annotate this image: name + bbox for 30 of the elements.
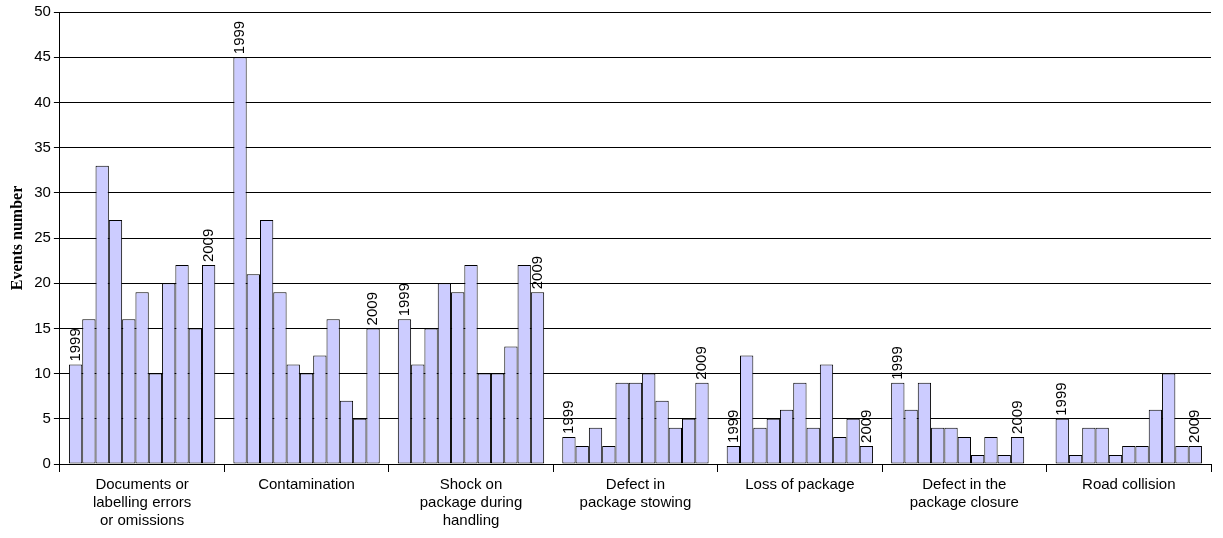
x-tick-label: Loss of package — [745, 475, 855, 493]
y-tick-label: 30 — [34, 182, 51, 200]
y-tick-label: 15 — [34, 318, 51, 336]
y-tick-label: 50 — [34, 2, 51, 20]
y-tick-label: 25 — [34, 228, 51, 246]
y-tick-label: 45 — [34, 47, 51, 65]
y-tick-label: 5 — [42, 408, 51, 426]
x-tick-label: Defect in the package closure — [909, 475, 1019, 511]
text: 2009 — [527, 255, 545, 290]
text: 1999 — [394, 282, 412, 317]
text: 2009 — [692, 346, 710, 380]
text: 1999 — [887, 346, 905, 380]
x-tick-label: Road collision — [1082, 475, 1176, 493]
x-tick-label: Contamination — [258, 475, 355, 493]
text: 2009 — [363, 292, 381, 326]
y-tick-label: 35 — [34, 137, 51, 155]
y-axis-title: Events number — [7, 185, 25, 291]
x-tick-label: Documents or labelling errors or omissions — [92, 475, 192, 529]
text: 1999 — [230, 20, 248, 55]
y-tick-label: 0 — [42, 454, 51, 472]
text: 1999 — [1052, 382, 1070, 416]
text: 2009 — [856, 409, 874, 443]
x-tick-label: Shock on package during handling — [419, 475, 523, 529]
y-tick-label: 10 — [34, 363, 51, 381]
y-tick-label: 40 — [34, 92, 51, 110]
y-tick-label: 20 — [34, 273, 51, 291]
text: 2009 — [1185, 409, 1203, 443]
text: 1999 — [65, 328, 83, 362]
text: 1999 — [723, 409, 741, 443]
x-tick-label: Defect in package stowing — [579, 475, 692, 511]
